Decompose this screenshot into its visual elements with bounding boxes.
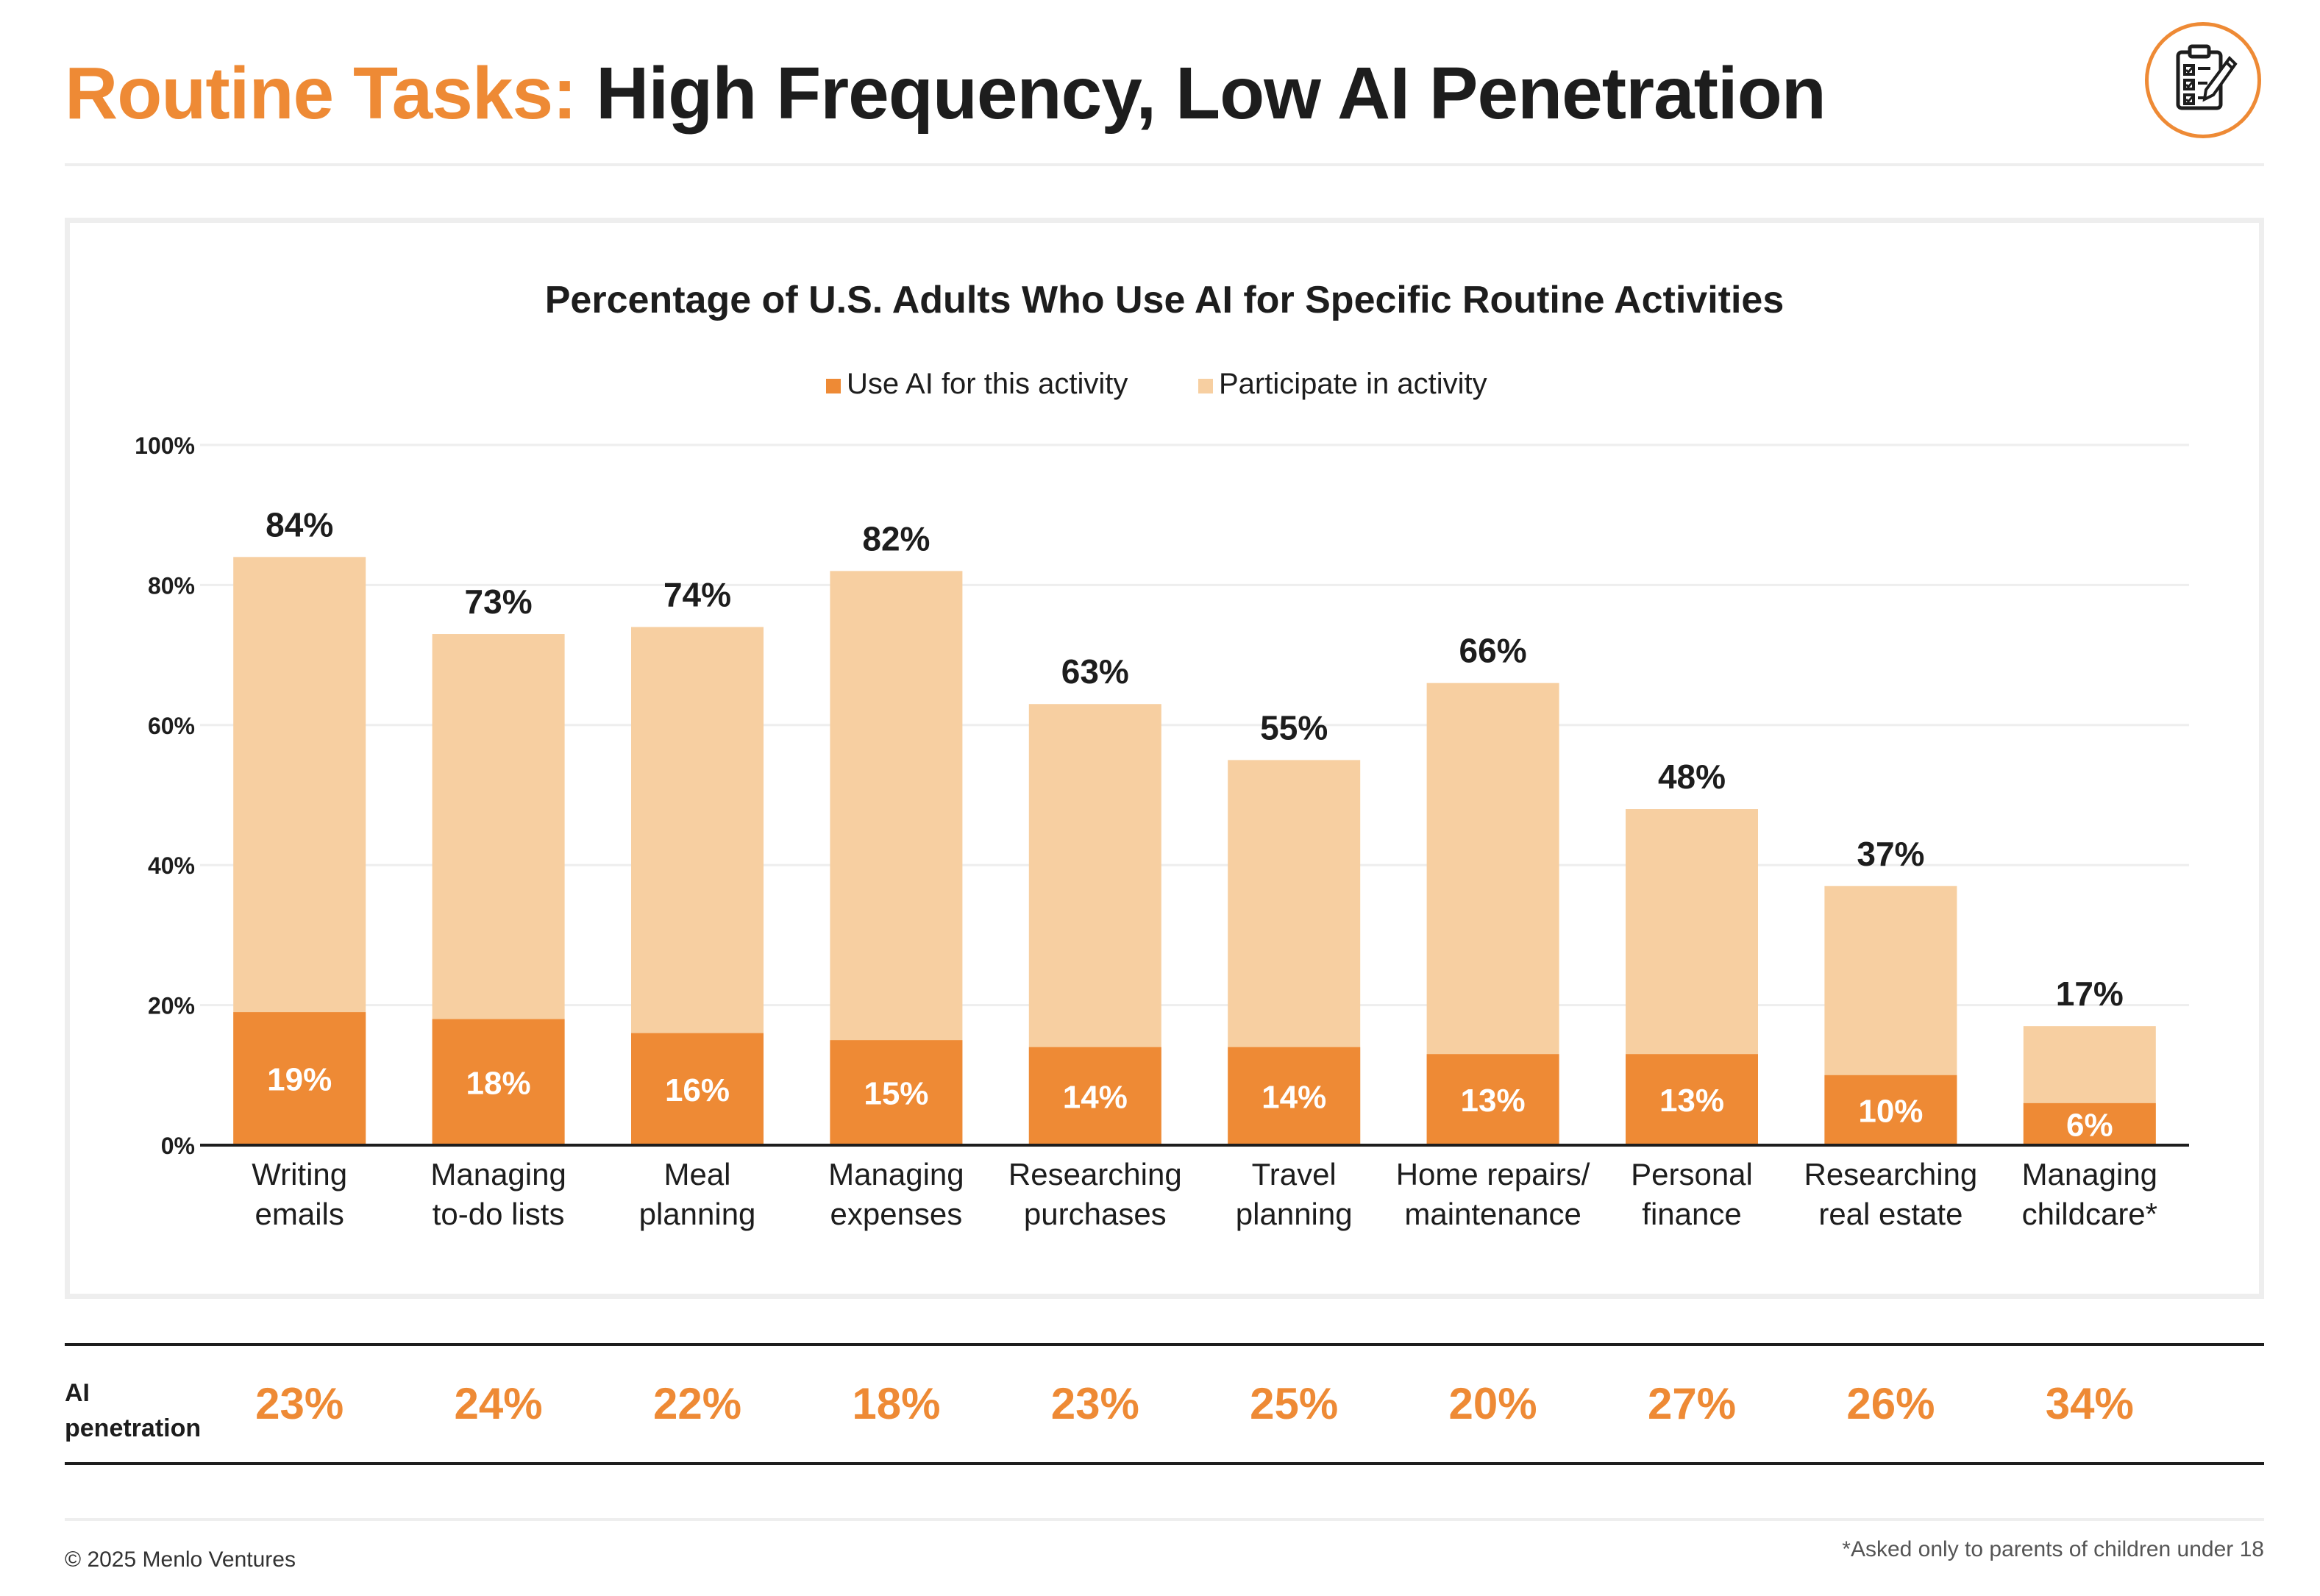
data-label-use-ai: 19% [267,1062,332,1098]
data-label-participate: 17% [2056,975,2124,1013]
bar-use-ai [233,1012,366,1145]
data-label-use-ai: 13% [1461,1083,1526,1119]
ai-penetration-value: 34% [2045,1379,2134,1428]
chart-panel: Percentage of U.S. Adults Who Use AI for… [65,218,2264,1299]
legend-label-participate: Participate in activity [1219,368,1487,400]
bar-chart: Percentage of U.S. Adults Who Use AI for… [135,279,2189,1231]
bar-use-ai [1824,1075,1957,1145]
data-label-participate: 82% [862,519,930,557]
data-label-participate: 55% [1260,708,1328,747]
x-tick-label: expenses [830,1197,963,1231]
bar-use-ai [830,1040,963,1145]
data-label-use-ai: 6% [2066,1107,2113,1143]
x-tick-label: planning [639,1197,756,1231]
footer-divider [65,1518,2264,1521]
y-tick-label: 40% [148,852,195,879]
ai-penetration-label-line2: penetration [65,1414,202,1442]
footnote: *Asked only to parents of children under… [1842,1537,2264,1561]
data-label-participate: 73% [465,583,533,621]
chart-title: Percentage of U.S. Adults Who Use AI for… [545,279,1785,321]
bar-use-ai [2023,1102,2156,1145]
x-tick-label: childcare* [2022,1197,2157,1231]
clipboard-checklist-icon [2145,22,2261,138]
data-label-use-ai: 16% [665,1072,730,1108]
bar-use-ai [1028,1047,1161,1145]
ai-penetration-value: 26% [1846,1379,1935,1428]
x-tick-label: Managing [828,1157,964,1191]
x-tick-label: Writing [252,1157,347,1191]
y-tick-label: 20% [148,993,195,1019]
data-label-use-ai: 18% [466,1065,531,1101]
title-accent: Routine Tasks: [65,52,577,135]
ai-penetration-label: AI penetration [65,1375,201,1446]
ai-penetration-value: 22% [652,1379,742,1428]
ai-penetration-label-line1: AI [65,1379,90,1407]
x-tick-label: purchases [1024,1197,1167,1231]
ai-penetration-value: 18% [852,1379,941,1428]
data-label-participate: 63% [1061,652,1129,691]
bar-use-ai [1426,1054,1559,1145]
ai-penetration-value: 24% [454,1379,543,1428]
bar-use-ai [631,1033,764,1145]
title-main: High Frequency, Low AI Penetration [596,52,1826,135]
ai-penetration-value: 27% [1647,1379,1737,1428]
data-label-use-ai: 14% [1262,1079,1326,1115]
ai-penetration-value: 25% [1250,1379,1339,1428]
bar-use-ai [1228,1047,1361,1145]
data-label-participate: 66% [1459,632,1527,670]
data-label-use-ai: 14% [1063,1079,1128,1115]
x-tick-label: emails [255,1197,344,1231]
x-tick-label: Home repairs/ [1396,1157,1590,1191]
x-tick-label: maintenance [1404,1197,1581,1231]
x-tick-label: Travel [1252,1157,1337,1191]
ai-penetration-value: 23% [1050,1379,1139,1428]
x-tick-label: Managing [2022,1157,2157,1191]
ai-penetration-value: 20% [1448,1379,1537,1428]
data-label-participate: 84% [266,505,333,544]
y-tick-label: 100% [135,432,195,459]
x-tick-label: Researching [1008,1157,1182,1191]
x-tick-label: Personal [1631,1157,1753,1191]
y-tick-label: 80% [148,572,195,599]
title-divider [65,163,2264,166]
legend-swatch-use-ai [826,379,841,393]
ai-penetration-row: AI penetration 23% 24% 22% 18% 23% 25% 20% 27% 2… [65,1343,2264,1465]
page-title: Routine Tasks: High Frequency, Low AI Pe… [65,46,1826,141]
x-tick-label: planning [1236,1197,1353,1231]
legend-swatch-participate [1198,379,1213,393]
legend-label-use-ai: Use AI for this activity [847,368,1128,400]
data-label-participate: 74% [663,576,731,614]
x-tick-label: to-do lists [433,1197,565,1231]
data-label-participate: 48% [1658,758,1726,796]
ai-penetration-value: 23% [255,1379,344,1428]
data-label-use-ai: 13% [1659,1083,1724,1119]
clipboard-checklist-icon-graphic [2176,44,2238,110]
y-tick-label: 60% [148,713,195,739]
copyright: © 2025 Menlo Ventures [65,1547,296,1572]
data-label-participate: 37% [1857,835,1924,873]
x-tick-label: real estate [1818,1197,1963,1231]
bar-use-ai [1626,1054,1758,1145]
data-label-use-ai: 10% [1858,1093,1923,1129]
x-tick-label: Managing [430,1157,566,1191]
y-tick-label: 0% [161,1133,195,1159]
x-tick-label: Meal [663,1157,730,1191]
bar-use-ai [432,1019,565,1145]
x-tick-label: finance [1642,1197,1741,1231]
data-label-use-ai: 15% [864,1076,928,1112]
x-tick-label: Researching [1804,1157,1977,1191]
